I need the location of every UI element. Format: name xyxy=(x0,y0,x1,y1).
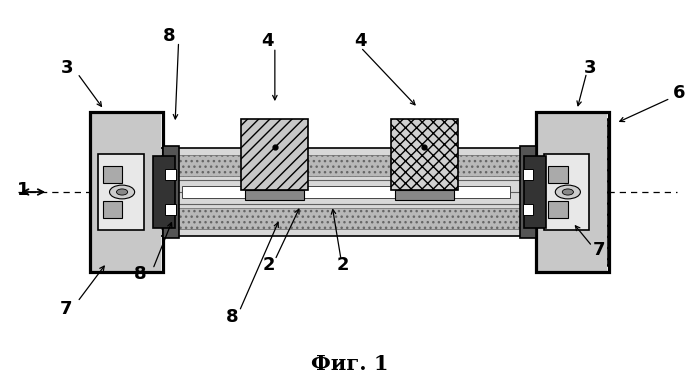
Bar xyxy=(103,166,122,183)
Bar xyxy=(538,113,607,271)
Text: 1: 1 xyxy=(17,181,29,199)
Circle shape xyxy=(562,189,573,195)
Circle shape xyxy=(110,185,135,199)
Bar xyxy=(548,201,568,218)
Bar xyxy=(164,146,178,238)
Bar xyxy=(103,201,122,218)
Circle shape xyxy=(117,189,128,195)
Bar xyxy=(161,155,531,176)
Bar xyxy=(99,154,144,230)
Text: 7: 7 xyxy=(593,241,605,259)
Bar xyxy=(92,119,142,265)
Circle shape xyxy=(555,185,580,199)
Bar xyxy=(182,186,510,198)
Bar xyxy=(153,156,175,228)
Text: Фиг. 1: Фиг. 1 xyxy=(311,354,388,374)
Bar xyxy=(557,119,607,265)
Bar xyxy=(245,190,304,200)
Bar xyxy=(166,169,175,180)
Text: 2: 2 xyxy=(336,257,349,275)
Text: 8: 8 xyxy=(163,27,176,45)
Bar xyxy=(241,119,308,190)
Bar xyxy=(548,166,568,183)
Bar xyxy=(92,113,161,271)
Text: 4: 4 xyxy=(354,32,366,50)
Bar xyxy=(524,156,546,228)
Bar xyxy=(90,112,164,272)
Bar xyxy=(524,204,533,215)
Text: 3: 3 xyxy=(61,59,73,77)
Text: 6: 6 xyxy=(672,84,685,102)
Text: 7: 7 xyxy=(59,300,72,318)
Bar xyxy=(521,146,535,238)
Bar xyxy=(535,112,609,272)
Bar xyxy=(166,204,175,215)
Bar xyxy=(391,119,458,190)
Bar xyxy=(158,148,534,236)
Bar xyxy=(395,190,454,200)
Text: 8: 8 xyxy=(226,308,238,326)
Text: 4: 4 xyxy=(261,32,273,50)
Text: 3: 3 xyxy=(584,59,596,77)
Text: 2: 2 xyxy=(263,257,275,275)
Bar xyxy=(161,208,531,229)
Bar xyxy=(544,154,589,230)
Bar xyxy=(524,169,533,180)
Text: 8: 8 xyxy=(134,265,147,283)
